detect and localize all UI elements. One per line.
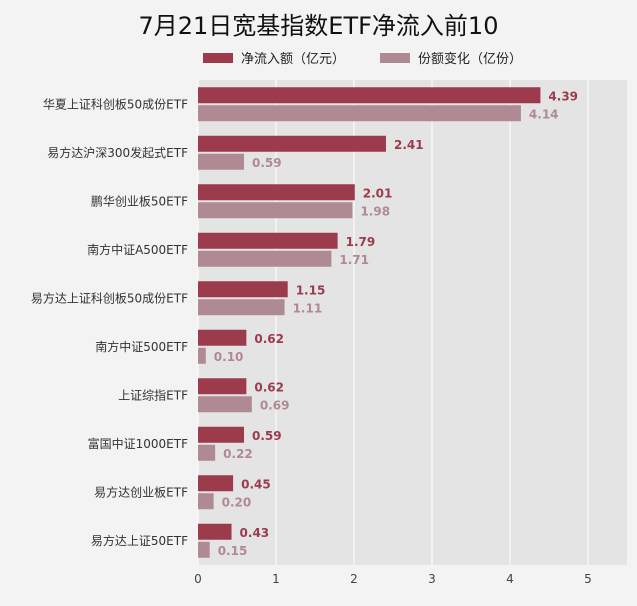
bar-net-inflow bbox=[198, 378, 247, 395]
bar-net-inflow bbox=[198, 281, 288, 298]
bar-net-inflow bbox=[198, 523, 232, 540]
legend: 净流入额（亿元） 份额变化（亿份） bbox=[0, 48, 637, 68]
x-tick-label: 1 bbox=[272, 572, 280, 586]
data-label-share-change: 0.69 bbox=[260, 398, 290, 412]
x-tick-label: 5 bbox=[584, 572, 592, 586]
legend-swatch-net-inflow bbox=[203, 52, 233, 63]
bar-share-change bbox=[198, 444, 216, 461]
category-label: 易方达上证50ETF bbox=[91, 533, 188, 548]
legend-label-net-inflow: 净流入额（亿元） bbox=[241, 52, 346, 67]
category-label: 上证综指ETF bbox=[118, 387, 188, 402]
x-tick-label: 2 bbox=[350, 572, 358, 586]
data-label-net-inflow: 2.01 bbox=[363, 186, 393, 200]
bar-share-change bbox=[198, 396, 252, 413]
data-label-net-inflow: 1.79 bbox=[346, 235, 376, 249]
category-label: 华夏上证科创板50成份ETF bbox=[43, 97, 188, 111]
bar-net-inflow bbox=[198, 184, 355, 201]
bar-net-inflow bbox=[198, 232, 338, 249]
legend-item-share-change: 份额变化（亿份） bbox=[380, 48, 522, 67]
x-tick-label: 4 bbox=[506, 572, 514, 586]
plot-area bbox=[198, 80, 627, 565]
data-label-net-inflow: 0.45 bbox=[241, 477, 271, 491]
data-label-share-change: 0.59 bbox=[252, 156, 282, 170]
bar-net-inflow bbox=[198, 329, 247, 346]
x-tick-label: 3 bbox=[428, 572, 436, 586]
bar-share-change bbox=[198, 541, 210, 558]
category-label: 易方达上证科创板50成份ETF bbox=[31, 290, 188, 305]
data-label-share-change: 1.98 bbox=[360, 204, 390, 218]
data-label-share-change: 1.11 bbox=[293, 301, 323, 315]
category-label: 南方中证500ETF bbox=[95, 339, 188, 354]
legend-swatch-share-change bbox=[380, 52, 410, 63]
bar-share-change bbox=[198, 299, 285, 316]
data-label-net-inflow: 1.15 bbox=[296, 283, 326, 297]
legend-label-share-change: 份额变化（亿份） bbox=[418, 52, 523, 67]
data-label-share-change: 0.15 bbox=[218, 544, 248, 558]
data-label-share-change: 0.20 bbox=[222, 495, 252, 509]
bar-share-change bbox=[198, 493, 214, 510]
bar-share-change bbox=[198, 153, 245, 170]
bar-share-change bbox=[198, 347, 206, 364]
category-label: 鹏华创业板50ETF bbox=[91, 194, 188, 208]
category-label: 富国中证1000ETF bbox=[88, 436, 188, 451]
data-label-net-inflow: 0.62 bbox=[254, 332, 284, 346]
bar-share-change bbox=[198, 250, 332, 267]
data-label-net-inflow: 0.59 bbox=[252, 429, 282, 443]
chart-title: 7月21日宽基指数ETF净流入前10 bbox=[138, 12, 499, 40]
data-label-share-change: 1.71 bbox=[339, 253, 369, 267]
bar-net-inflow bbox=[198, 475, 234, 492]
data-label-net-inflow: 4.39 bbox=[548, 89, 578, 103]
category-label: 易方达沪深300发起式ETF bbox=[47, 145, 188, 160]
bar-share-change bbox=[198, 105, 521, 122]
data-label-net-inflow: 2.41 bbox=[394, 138, 424, 152]
data-label-share-change: 0.10 bbox=[214, 350, 244, 364]
category-label: 易方达创业板ETF bbox=[94, 484, 188, 499]
bar-net-inflow bbox=[198, 135, 386, 152]
bar-net-inflow bbox=[198, 426, 245, 443]
data-label-net-inflow: 0.43 bbox=[240, 526, 270, 540]
legend-item-net-inflow: 净流入额（亿元） bbox=[203, 48, 345, 67]
bar-net-inflow bbox=[198, 87, 541, 104]
data-label-share-change: 4.14 bbox=[529, 107, 559, 121]
data-label-share-change: 0.22 bbox=[223, 447, 253, 461]
x-tick-label: 0 bbox=[194, 572, 202, 586]
data-label-net-inflow: 0.62 bbox=[254, 380, 284, 394]
category-label: 南方中证A500ETF bbox=[87, 242, 188, 257]
bar-share-change bbox=[198, 202, 353, 219]
